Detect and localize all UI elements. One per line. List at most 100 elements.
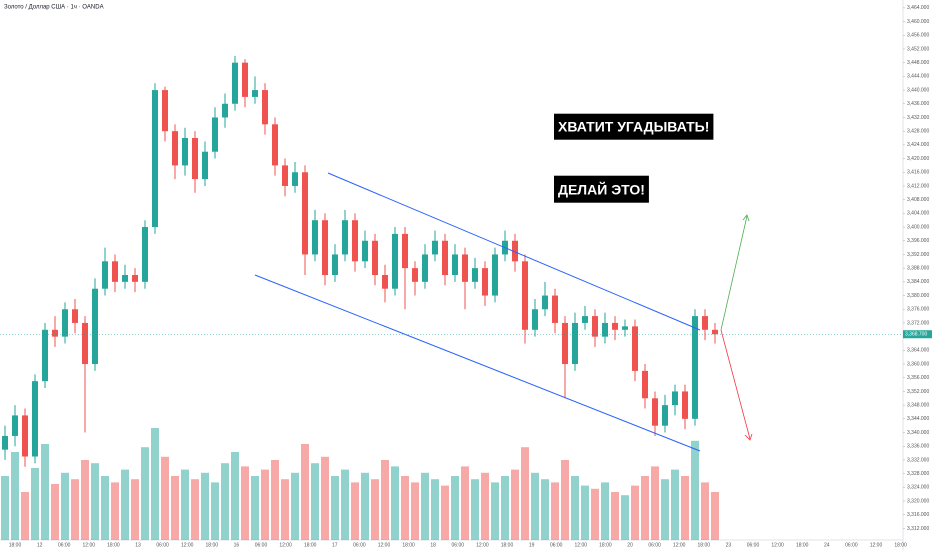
axis-layer: 3,464.000 3,460.000 3,456.000 3,452.000 3,44… bbox=[0, 5, 932, 548]
candle-body bbox=[2, 435, 8, 450]
candle-body bbox=[192, 138, 198, 180]
y-tick-label: 3,364.000 bbox=[907, 348, 929, 354]
volume-bar bbox=[251, 476, 259, 540]
y-tick-label: 3,360.000 bbox=[907, 361, 929, 367]
candle-body bbox=[572, 322, 578, 365]
volume-bar bbox=[451, 476, 459, 540]
candle-body bbox=[422, 254, 428, 282]
y-tick-label: 3,372.000 bbox=[907, 320, 929, 326]
annotation-box bbox=[554, 175, 649, 203]
y-tick-label: 3,452.000 bbox=[907, 46, 929, 52]
candle-body bbox=[162, 90, 168, 132]
arrow-up-head bbox=[742, 214, 750, 222]
y-tick-label: 3,388.000 bbox=[907, 265, 929, 271]
x-tick-label: 20 bbox=[627, 542, 633, 548]
volume-bar bbox=[41, 444, 49, 540]
candle-body bbox=[432, 240, 438, 255]
volume-bar bbox=[101, 476, 109, 540]
candle-body bbox=[512, 240, 518, 262]
candle-body bbox=[452, 254, 458, 275]
volume-bar bbox=[131, 479, 139, 540]
x-tick-label: 12:00 bbox=[575, 542, 588, 548]
candle-body bbox=[302, 172, 308, 255]
x-tick-label: 12:00 bbox=[673, 542, 686, 548]
y-tick-label: 3,324.000 bbox=[907, 485, 929, 491]
candle-body bbox=[282, 165, 288, 186]
chart-title: Золото / Доллар США · 1ч · OANDA bbox=[4, 5, 104, 11]
volume-bar bbox=[291, 472, 299, 540]
annotation-box bbox=[554, 113, 714, 140]
volume-bar bbox=[411, 482, 419, 540]
candle-body bbox=[12, 415, 18, 436]
volume-bar bbox=[421, 472, 429, 540]
candle-layer bbox=[2, 55, 718, 467]
candle-body bbox=[262, 90, 268, 125]
y-tick-label: 3,440.000 bbox=[907, 87, 929, 93]
y-tick-label: 3,356.000 bbox=[907, 375, 929, 381]
x-tick-label: 19 bbox=[529, 542, 535, 548]
x-tick-label: 12:00 bbox=[279, 542, 292, 548]
volume-bar bbox=[171, 476, 179, 540]
volume-bar bbox=[71, 479, 79, 540]
volume-bar bbox=[401, 476, 409, 540]
y-tick-label: 3,420.000 bbox=[907, 156, 929, 162]
x-tick-label: 06:00 bbox=[255, 542, 268, 548]
volume-bar bbox=[551, 482, 559, 540]
volume-bar bbox=[461, 466, 469, 540]
x-tick-label: 18:00 bbox=[107, 542, 120, 548]
candle-body bbox=[482, 268, 488, 296]
volume-bar bbox=[21, 492, 29, 540]
volume-bar bbox=[481, 472, 489, 540]
candle-body bbox=[622, 326, 628, 330]
y-tick-label: 3,340.000 bbox=[907, 430, 929, 436]
volume-bar bbox=[391, 466, 399, 540]
candle-body bbox=[222, 103, 228, 118]
volume-bar bbox=[611, 492, 619, 540]
volume-bar bbox=[161, 456, 169, 540]
channel-lower bbox=[254, 274, 701, 452]
volume-bar bbox=[11, 452, 19, 540]
candle-body bbox=[542, 295, 548, 310]
y-tick-label: 3,336.000 bbox=[907, 444, 929, 450]
volume-bar bbox=[681, 476, 689, 540]
volume-bar bbox=[561, 460, 569, 540]
volume-bar bbox=[521, 447, 529, 540]
volume-bar bbox=[641, 476, 649, 540]
candle-body bbox=[22, 415, 28, 457]
candle-body bbox=[292, 172, 298, 186]
volume-bar bbox=[341, 469, 349, 540]
x-tick-label: 16 bbox=[234, 542, 240, 548]
candle-body bbox=[692, 316, 698, 419]
volume-bar bbox=[301, 444, 309, 540]
volume-bar bbox=[211, 482, 219, 540]
x-tick-label: 18:00 bbox=[894, 542, 907, 548]
y-tick-label: 3,424.000 bbox=[907, 142, 929, 148]
volume-bar bbox=[691, 440, 699, 540]
y-tick-label: 3,316.000 bbox=[907, 512, 929, 518]
y-tick-label: 3,396.000 bbox=[907, 238, 929, 244]
y-tick-label: 3,320.000 bbox=[907, 498, 929, 504]
candle-body bbox=[252, 90, 258, 97]
y-tick-label: 3,436.000 bbox=[907, 101, 929, 107]
candle-body bbox=[492, 254, 498, 296]
candle-body bbox=[112, 261, 118, 282]
candle-body bbox=[582, 316, 588, 323]
y-tick-label: 3,312.000 bbox=[907, 526, 929, 532]
y-tick-label: 3,344.000 bbox=[907, 416, 929, 422]
candle-body bbox=[672, 391, 678, 406]
volume-bar bbox=[331, 476, 339, 540]
y-tick-label: 3,456.000 bbox=[907, 33, 929, 39]
volume-bar bbox=[531, 472, 539, 540]
volume-bar bbox=[121, 469, 129, 540]
x-tick-label: 06:00 bbox=[58, 542, 71, 548]
x-tick-label: 06:00 bbox=[648, 542, 661, 548]
candle-body bbox=[212, 117, 218, 152]
volume-bar bbox=[571, 476, 579, 540]
y-tick-label: 3,444.000 bbox=[907, 74, 929, 80]
candle-body bbox=[352, 220, 358, 262]
candle-body bbox=[642, 370, 648, 399]
candle-body bbox=[72, 309, 78, 323]
volume-bar bbox=[61, 472, 69, 540]
